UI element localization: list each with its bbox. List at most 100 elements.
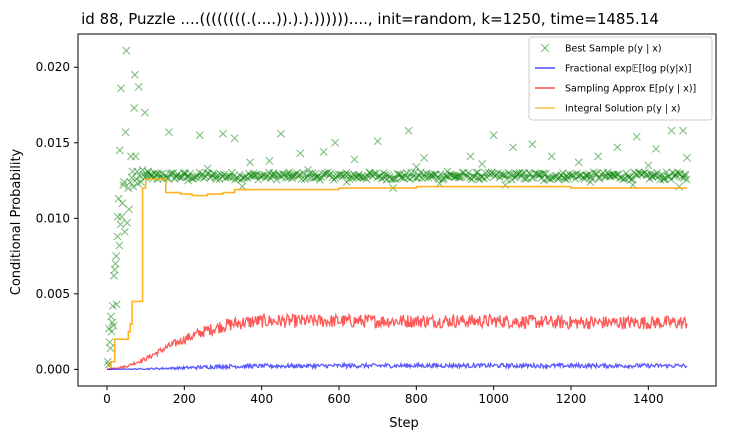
x-axis-label: Step: [389, 416, 419, 431]
best-sample-marker: [605, 172, 614, 180]
best-sample-marker: [211, 173, 220, 182]
best-sample-marker: [679, 126, 688, 135]
best-sample-marker: [652, 144, 661, 153]
best-sample-marker: [277, 129, 285, 138]
best-sample-marker: [107, 327, 116, 336]
best-sample-marker: [113, 232, 122, 241]
best-sample-marker: [131, 152, 140, 161]
best-sample-marker: [184, 176, 193, 185]
best-sample-marker: [539, 176, 548, 185]
x-tick-label: 200: [173, 392, 196, 406]
best-sample-marker: [112, 252, 121, 261]
best-sample-marker: [365, 168, 374, 177]
best-sample-marker: [130, 70, 139, 79]
best-sample-marker: [681, 170, 690, 179]
y-tick-label: 0.010: [36, 211, 70, 225]
best-sample-marker: [681, 172, 690, 180]
best-sample-marker: [126, 178, 135, 187]
best-sample-marker: [115, 146, 124, 155]
best-sample-marker: [219, 129, 227, 138]
best-sample-marker: [122, 46, 131, 55]
best-sample-marker: [115, 241, 124, 250]
best-sample-marker: [288, 172, 297, 180]
best-sample-marker: [248, 171, 256, 180]
best-sample-marker: [489, 131, 498, 140]
best-sample-marker: [373, 137, 382, 146]
best-sample-marker: [657, 170, 666, 179]
best-sample-marker: [230, 134, 239, 143]
y-axis-label: Conditional Probability: [9, 148, 24, 295]
best-sample-marker: [506, 170, 515, 179]
best-sample-marker: [195, 131, 204, 140]
best-sample-marker: [129, 182, 138, 191]
best-sample-marker: [582, 172, 591, 180]
best-sample-marker: [632, 132, 641, 141]
best-sample-marker: [675, 182, 684, 191]
best-sample-marker: [478, 159, 487, 168]
best-sample-marker: [636, 169, 645, 178]
legend-item-fractional: Fractional exp𝔼[log p(y|x)]: [535, 64, 691, 75]
best-sample-marker: [272, 175, 281, 184]
best-sample-marker: [342, 178, 351, 187]
best-sample-marker: [466, 152, 475, 161]
x-tick-label: 1000: [478, 392, 509, 406]
y-tick-label: 0.000: [36, 362, 70, 376]
sampling-approx-line: [106, 312, 688, 371]
best-sample-marker: [119, 181, 128, 190]
x-tick-label: 1400: [633, 392, 664, 406]
best-sample-marker: [296, 149, 305, 158]
best-sample-marker: [574, 158, 583, 167]
best-sample-marker: [203, 164, 212, 173]
best-sample-marker: [501, 181, 510, 190]
best-sample-marker: [354, 172, 363, 180]
axes: 0 200 400 600 800 1000 1200 1400 0.000 0.005 0.010…: [36, 33, 717, 406]
best-sample-marker: [138, 165, 147, 174]
best-sample-marker: [246, 158, 255, 167]
best-sample-marker: [106, 312, 115, 321]
y-tick-label: 0.005: [36, 287, 70, 301]
best-sample-marker: [520, 168, 529, 177]
best-sample-marker: [547, 152, 556, 161]
legend-label-sampling: Sampling Approx E[p(y | x)]: [565, 84, 696, 95]
best-sample-marker: [350, 155, 359, 164]
best-sample-marker: [172, 172, 181, 180]
best-sample-marker: [297, 175, 306, 184]
best-sample-marker: [613, 143, 622, 152]
fractional-line: [107, 361, 688, 372]
best-sample-marker: [412, 162, 421, 171]
x-tick-label: 800: [405, 392, 428, 406]
best-sample-marker: [111, 259, 120, 268]
best-sample-marker: [559, 173, 568, 182]
best-sample-marker: [644, 161, 653, 170]
best-sample-marker: [249, 172, 258, 180]
best-sample-marker: [512, 172, 521, 180]
best-sample-marker: [544, 174, 553, 183]
best-sample-marker: [167, 169, 176, 178]
chart-title: id 88, Puzzle ....((((((((.(....)).).).)…: [81, 10, 659, 28]
best-sample-marker: [404, 126, 413, 135]
best-sample-marker: [109, 321, 118, 330]
best-sample-marker: [527, 173, 536, 182]
best-sample-marker: [464, 169, 473, 178]
best-sample-marker: [123, 218, 132, 227]
best-sample-marker: [683, 153, 691, 162]
best-sample-marker: [586, 178, 595, 187]
best-sample-marker: [509, 143, 517, 152]
plot-area: [103, 46, 691, 372]
best-sample-marker: [120, 178, 129, 187]
best-sample-marker: [420, 153, 429, 162]
best-sample-marker: [116, 84, 125, 93]
best-sample-marker: [396, 173, 405, 182]
legend-label-integral: Integral Solution p(y | x): [565, 104, 680, 115]
best-sample-marker: [662, 168, 671, 177]
best-sample-marker: [121, 128, 130, 137]
legend: Best Sample p(y | x) Fractional exp𝔼[log …: [528, 36, 713, 121]
legend-item-integral: Integral Solution p(y | x): [535, 104, 680, 115]
best-sample-marker: [410, 168, 419, 177]
best-sample-marker: [180, 170, 189, 179]
best-sample-marker: [140, 108, 149, 117]
legend-item-sampling: Sampling Approx E[p(y | x)]: [535, 84, 696, 95]
best-sample-marker: [316, 175, 325, 184]
